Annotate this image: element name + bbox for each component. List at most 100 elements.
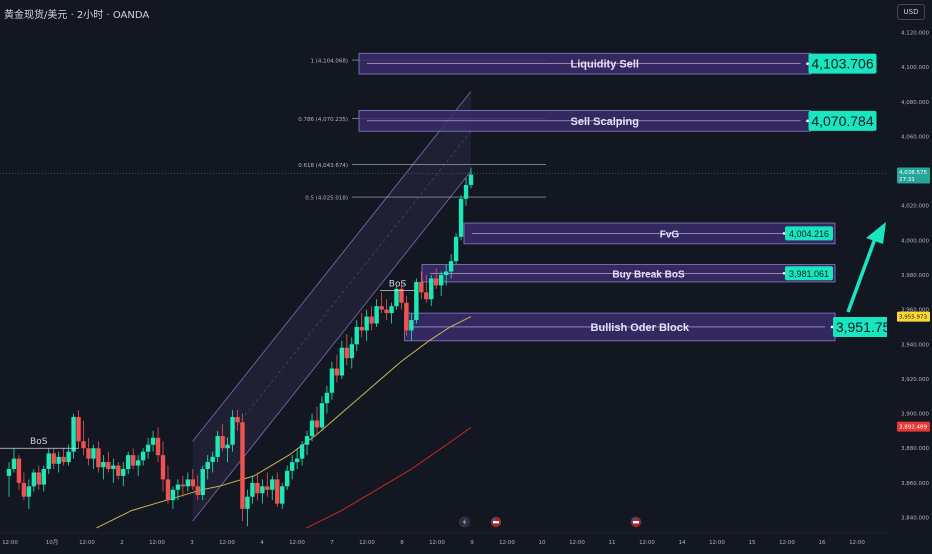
candle[interactable]: [130, 448, 136, 469]
candle[interactable]: [230, 410, 235, 452]
candle[interactable]: [468, 167, 474, 189]
candle[interactable]: [16, 455, 22, 490]
candle[interactable]: [21, 472, 27, 501]
candle[interactable]: [150, 430, 156, 452]
candle[interactable]: [160, 441, 166, 492]
candle[interactable]: [319, 396, 325, 431]
candle[interactable]: [429, 275, 434, 307]
candle[interactable]: [205, 455, 210, 480]
candle[interactable]: [11, 448, 17, 473]
candle[interactable]: [36, 465, 42, 490]
candle[interactable]: [170, 486, 176, 509]
zone-price-tag[interactable]: 4,004.216: [782, 226, 833, 241]
zone-liquidity-sell[interactable]: Liquidity Sell 4,103.706: [358, 52, 877, 75]
candle[interactable]: [379, 292, 384, 314]
candle[interactable]: [31, 469, 37, 492]
candle[interactable]: [71, 413, 76, 459]
candle[interactable]: [250, 475, 255, 504]
ma-slow-price-tag[interactable]: [897, 421, 930, 432]
candle[interactable]: [280, 482, 285, 509]
candle[interactable]: [165, 465, 171, 504]
candle[interactable]: [339, 340, 345, 379]
candle[interactable]: [289, 455, 295, 480]
ma-fast-price-tag[interactable]: [897, 311, 930, 322]
candle[interactable]: [235, 410, 240, 431]
us-flag-icon[interactable]: [630, 516, 642, 528]
candle[interactable]: [96, 441, 101, 473]
candle[interactable]: [438, 271, 444, 296]
candle[interactable]: [299, 441, 305, 466]
candle[interactable]: [255, 472, 260, 501]
candle[interactable]: [364, 309, 369, 341]
candle[interactable]: [404, 295, 409, 336]
candle[interactable]: [225, 437, 230, 463]
candle[interactable]: [434, 268, 439, 289]
candle[interactable]: [185, 472, 191, 492]
candle[interactable]: [329, 361, 335, 400]
candle[interactable]: [240, 413, 245, 521]
candle[interactable]: [334, 354, 340, 383]
candle[interactable]: [394, 285, 399, 310]
currency-button[interactable]: USD: [897, 4, 925, 20]
candle[interactable]: [324, 385, 330, 414]
candle[interactable]: [106, 451, 111, 473]
us-flag-icon[interactable]: [490, 516, 502, 528]
candle[interactable]: [369, 306, 374, 331]
candle[interactable]: [200, 465, 205, 501]
candle[interactable]: [409, 313, 414, 341]
candle[interactable]: [463, 178, 469, 206]
zone-price-tag[interactable]: 3,951.757: [830, 316, 901, 337]
candle[interactable]: [344, 333, 350, 366]
candle[interactable]: [384, 299, 389, 321]
candle[interactable]: [349, 337, 354, 369]
candle[interactable]: [374, 299, 379, 327]
candle[interactable]: [116, 462, 121, 480]
candle[interactable]: [26, 479, 32, 509]
candle[interactable]: [91, 444, 96, 469]
candle[interactable]: [76, 410, 81, 449]
zone-sell-scalping[interactable]: Sell Scalping 4,070.784: [358, 110, 877, 132]
candle[interactable]: [294, 448, 300, 469]
candle[interactable]: [56, 451, 61, 473]
candle[interactable]: [448, 254, 454, 279]
candle[interactable]: [190, 469, 196, 490]
candle[interactable]: [195, 475, 200, 501]
candle[interactable]: [275, 472, 280, 508]
candle[interactable]: [41, 465, 46, 492]
candle[interactable]: [155, 427, 161, 463]
candle[interactable]: [145, 437, 151, 459]
candle[interactable]: [140, 448, 146, 466]
candle[interactable]: [419, 271, 424, 300]
symbol-title[interactable]: 黄金现货/美元 · 2小时 · OANDA: [4, 6, 149, 21]
candle[interactable]: [61, 448, 66, 466]
candle[interactable]: [314, 406, 320, 435]
candle[interactable]: [284, 465, 290, 490]
zone-bullish-oder-block[interactable]: Bullish Oder Block 3,951.757: [404, 312, 902, 342]
zone-fvg[interactable]: FvG 4,004.216: [463, 222, 836, 245]
candle[interactable]: [304, 430, 310, 456]
candle[interactable]: [46, 448, 51, 475]
candle[interactable]: [215, 430, 220, 463]
candle[interactable]: [414, 278, 419, 324]
candle[interactable]: [51, 448, 56, 469]
candle[interactable]: [399, 281, 404, 310]
candle[interactable]: [135, 455, 141, 476]
candle[interactable]: [443, 264, 449, 286]
candle[interactable]: [424, 275, 429, 303]
candle[interactable]: [101, 455, 106, 480]
candle[interactable]: [220, 423, 225, 452]
zone-price-tag[interactable]: 4,070.784: [806, 110, 877, 131]
zone-buy-break-bos[interactable]: Buy Break BoS 3,981.061: [421, 264, 836, 283]
candle[interactable]: [270, 475, 275, 501]
ma-slow-line[interactable]: [306, 426, 472, 529]
candle[interactable]: [111, 458, 116, 483]
lightning-icon[interactable]: [459, 516, 470, 528]
candle[interactable]: [453, 233, 459, 265]
target-arrow-shaft[interactable]: [846, 235, 878, 313]
candle[interactable]: [354, 320, 359, 352]
candle[interactable]: [86, 437, 91, 466]
candle[interactable]: [389, 302, 394, 324]
channel-upper-line[interactable]: [192, 91, 472, 442]
